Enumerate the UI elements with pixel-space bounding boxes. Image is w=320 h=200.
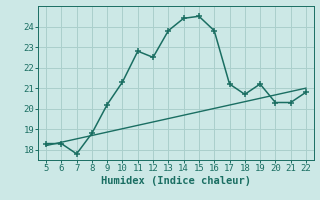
X-axis label: Humidex (Indice chaleur): Humidex (Indice chaleur) bbox=[101, 176, 251, 186]
